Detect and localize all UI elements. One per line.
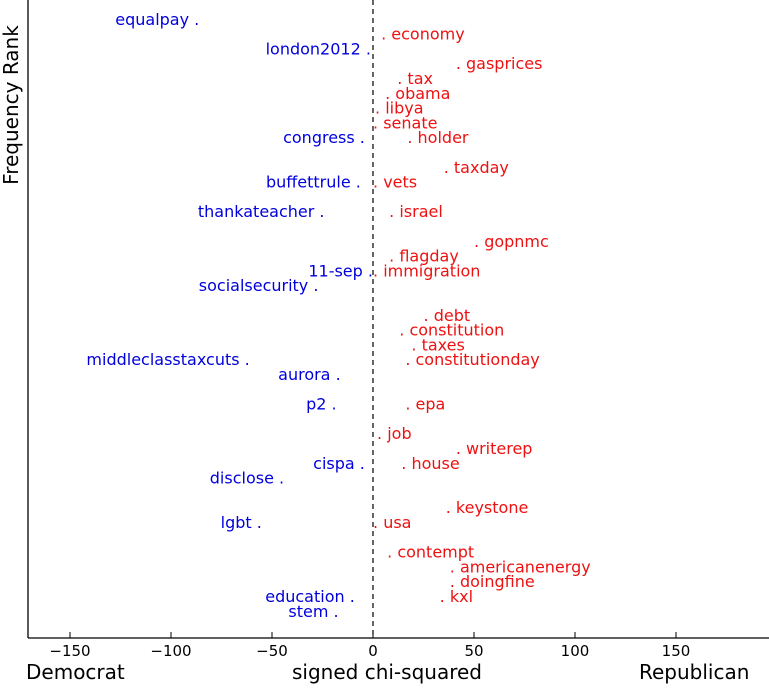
republican-point-label: . economy (381, 25, 465, 44)
republican-point-label: . americanenergy (450, 557, 591, 576)
republican-point-label: . flagday (389, 247, 459, 266)
republican-point-label: . senate (373, 113, 437, 132)
democrat-point-label: education . (265, 587, 355, 606)
republican-point-label: . epa (405, 395, 445, 414)
democrat-points: equalpay . london2012 . congress . buffettr… (86, 10, 373, 621)
x-tick-label: −100 (150, 642, 191, 660)
republican-point-label: . obama (385, 84, 450, 103)
republican-point-label: . holder (407, 128, 469, 147)
republican-points: . economy . gasprices . tax. obama. libya.… (373, 25, 591, 606)
democrat-point-label: equalpay . (115, 10, 199, 29)
democrat-point-label: thankateacher . (198, 202, 325, 221)
republican-point-label: . libya (375, 99, 424, 118)
x-axis-label: signed chi-squared (292, 660, 482, 684)
republican-point-label: . immigration (373, 261, 480, 280)
republican-point-label: . usa (373, 513, 411, 532)
republican-point-label: . taxday (444, 158, 509, 177)
republican-label: Republican (639, 660, 749, 684)
republican-point-label: . contempt (387, 543, 474, 562)
republican-point-label: . taxes (411, 335, 464, 354)
democrat-point-label: aurora . (278, 365, 341, 384)
republican-point-label: . vets (373, 173, 417, 192)
democrat-point-label: socialsecurity . (199, 276, 319, 295)
y-axis-label: Frequency Rank (0, 25, 23, 185)
democrat-point-label: congress . (283, 128, 365, 147)
democrat-label: Democrat (26, 660, 125, 684)
democrat-point-label: middleclasstaxcuts . (86, 350, 249, 369)
x-tick-label: 0 (368, 642, 378, 660)
democrat-point-label: london2012 . (266, 39, 371, 58)
republican-point-label: . doingfine (450, 572, 535, 591)
democrat-point-label: stem . (288, 602, 338, 621)
republican-point-label: . job (377, 424, 412, 443)
republican-point-label: . debt (424, 306, 471, 325)
x-tick-label: 50 (464, 642, 483, 660)
x-tick-label: −150 (49, 642, 90, 660)
democrat-point-label: 11-sep . (308, 261, 373, 280)
republican-point-label: . house (401, 454, 459, 473)
republican-point-label: . tax (397, 69, 433, 88)
x-tick-label: −50 (256, 642, 288, 660)
x-ticks: −150 −100 −50 0 50 100 150 (49, 632, 690, 660)
x-tick-label: 100 (561, 642, 590, 660)
democrat-point-label: lgbt . (221, 513, 262, 532)
republican-point-label: . gopnmc (474, 232, 549, 251)
republican-point-label: . constitutionday (405, 350, 539, 369)
republican-point-label: . israel (389, 202, 443, 221)
x-tick-label: 150 (662, 642, 691, 660)
democrat-point-label: p2 . (306, 395, 337, 414)
republican-point-label: . keystone (446, 498, 529, 517)
republican-point-label: . kxl (440, 587, 473, 606)
democrat-point-label: buffettrule . (266, 173, 361, 192)
democrat-point-label: disclose . (210, 469, 284, 488)
democrat-point-label: cispa . (313, 454, 365, 473)
republican-point-label: . writerep (456, 439, 533, 458)
republican-point-label: . gasprices (456, 54, 543, 73)
republican-point-label: . constitution (399, 321, 504, 340)
